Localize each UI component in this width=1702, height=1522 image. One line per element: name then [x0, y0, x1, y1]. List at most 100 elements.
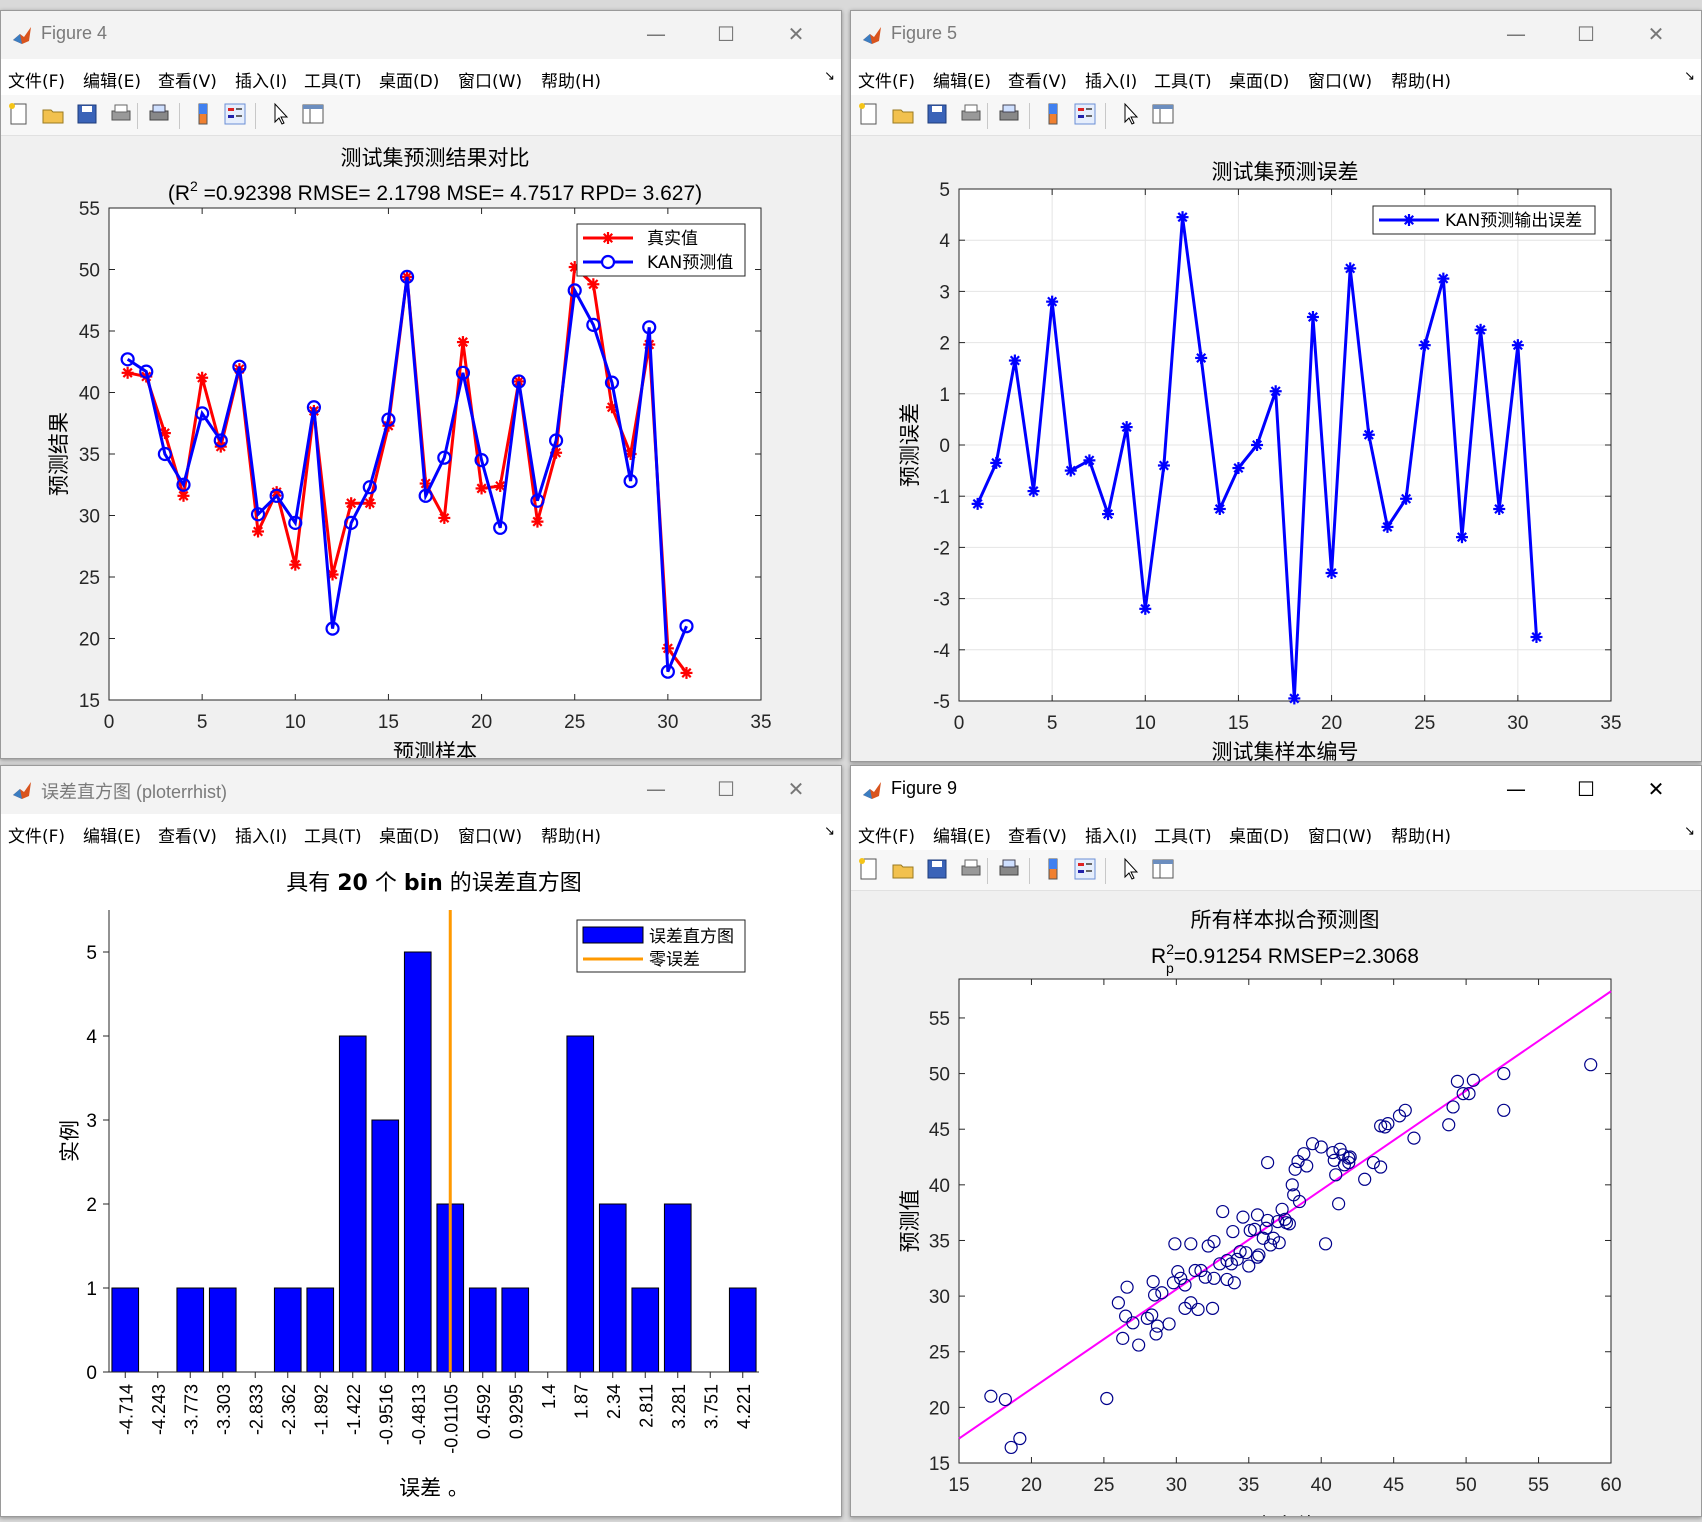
maximize-button[interactable]: ☐ — [717, 777, 735, 801]
menu-file[interactable]: 文件(F) — [8, 827, 66, 847]
menu-edit[interactable]: 编辑(E) — [933, 827, 992, 847]
menu-insert[interactable]: 插入(I) — [235, 827, 288, 847]
hist-y-tick-label: 4 — [86, 1027, 97, 1048]
maximize-button[interactable]: ☐ — [1577, 777, 1595, 801]
error-histogram-window[interactable]: 误差直方图 (ploterrhist) — ☐ ✕ 文件(F) 编辑(E) 查看… — [0, 765, 842, 1517]
menu-window[interactable]: 窗口(W) — [458, 827, 523, 847]
fig5-legend-label: KAN预测输出误差 — [1445, 211, 1582, 231]
minimize-button[interactable]: — — [646, 777, 666, 801]
fig9-scatter-point — [1184, 1237, 1198, 1251]
minimize-button[interactable]: — — [1506, 22, 1526, 46]
pointer-icon[interactable] — [269, 102, 293, 126]
menu-tools[interactable]: 工具(T) — [304, 827, 362, 847]
print-preview-icon[interactable] — [997, 857, 1021, 881]
menu-desktop[interactable]: 桌面(D) — [1229, 827, 1290, 847]
menu-view[interactable]: 查看(V) — [158, 827, 217, 847]
fig5-data-point — [1418, 339, 1431, 352]
fig4-x-tick-label: 30 — [657, 712, 678, 733]
fig9-scatter-point — [1111, 1296, 1125, 1310]
menu-tools[interactable]: 工具(T) — [304, 72, 362, 92]
legend-icon[interactable] — [1073, 857, 1097, 881]
menu-help[interactable]: 帮助(H) — [1391, 72, 1452, 92]
menu-file[interactable]: 文件(F) — [858, 827, 916, 847]
legend-icon[interactable] — [1073, 102, 1097, 126]
hist-x-tick-label: 4.221 — [734, 1384, 754, 1429]
menu-expand-icon[interactable]: ↘ — [1684, 824, 1695, 839]
print-preview-icon[interactable] — [997, 102, 1021, 126]
colorbar-icon[interactable] — [191, 102, 215, 126]
figure4-titlebar[interactable]: Figure 4 — ☐ ✕ — [1, 11, 841, 59]
menu-view[interactable]: 查看(V) — [1008, 72, 1067, 92]
menu-expand-icon[interactable]: ↘ — [824, 824, 835, 839]
menu-edit[interactable]: 编辑(E) — [83, 72, 142, 92]
property-inspector-icon[interactable] — [1151, 857, 1175, 881]
menu-edit[interactable]: 编辑(E) — [83, 827, 142, 847]
menu-tools[interactable]: 工具(T) — [1154, 827, 1212, 847]
print-preview-icon[interactable] — [147, 102, 171, 126]
print-icon[interactable] — [959, 102, 983, 126]
minimize-button[interactable]: — — [1506, 777, 1526, 801]
menu-help[interactable]: 帮助(H) — [541, 72, 602, 92]
print-icon[interactable] — [959, 857, 983, 881]
menu-desktop[interactable]: 桌面(D) — [1229, 72, 1290, 92]
new-figure-icon[interactable] — [7, 102, 31, 126]
menu-tools[interactable]: 工具(T) — [1154, 72, 1212, 92]
colorbar-icon[interactable] — [1041, 857, 1065, 881]
fig4-legend-marker — [600, 254, 616, 270]
print-icon[interactable] — [109, 102, 133, 126]
save-icon[interactable] — [75, 102, 99, 126]
close-button[interactable]: ✕ — [787, 22, 805, 46]
fig9-y-tick-label: 40 — [929, 1176, 950, 1197]
menu-edit[interactable]: 编辑(E) — [933, 72, 992, 92]
histogram-titlebar[interactable]: 误差直方图 (ploterrhist) — ☐ ✕ — [1, 766, 841, 814]
property-inspector-icon[interactable] — [301, 102, 325, 126]
figure4-window[interactable]: Figure 4 — ☐ ✕ 文件(F) 编辑(E) 查看(V) 插入(I) 工… — [0, 10, 842, 759]
fig5-data-point — [1344, 262, 1357, 275]
fig5-ylabel: 预测误差 — [898, 403, 922, 487]
menu-insert[interactable]: 插入(I) — [1085, 827, 1138, 847]
open-icon[interactable] — [41, 102, 65, 126]
legend-icon[interactable] — [223, 102, 247, 126]
figure9-titlebar[interactable]: Figure 9 — ☐ ✕ — [851, 766, 1701, 814]
toolbar-separator — [137, 103, 138, 129]
figure5-window[interactable]: Figure 5 — ☐ ✕ 文件(F) 编辑(E) 查看(V) 插入(I) 工… — [850, 10, 1702, 762]
figure-canvas: 具有 20 个 bin 的误差直方图 -4.714 -4.243 -3.773 -3.3… — [1, 850, 841, 1516]
fig5-legend-marker — [1403, 214, 1415, 226]
menu-view[interactable]: 查看(V) — [1008, 827, 1067, 847]
hist-x-tick-label: 3.281 — [669, 1384, 689, 1429]
close-button[interactable]: ✕ — [787, 777, 805, 801]
open-icon[interactable] — [891, 857, 915, 881]
minimize-button[interactable]: — — [646, 22, 666, 46]
pointer-icon[interactable] — [1119, 102, 1143, 126]
menu-expand-icon[interactable]: ↘ — [824, 69, 835, 84]
menu-desktop[interactable]: 桌面(D) — [379, 827, 440, 847]
close-button[interactable]: ✕ — [1647, 777, 1665, 801]
save-icon[interactable] — [925, 102, 949, 126]
new-figure-icon[interactable] — [857, 857, 881, 881]
colorbar-icon[interactable] — [1041, 102, 1065, 126]
menu-help[interactable]: 帮助(H) — [541, 827, 602, 847]
menu-window[interactable]: 窗口(W) — [458, 72, 523, 92]
close-button[interactable]: ✕ — [1647, 22, 1665, 46]
figure9-window[interactable]: Figure 9 — ☐ ✕ 文件(F) 编辑(E) 查看(V) 插入(I) 工… — [850, 765, 1702, 1517]
menu-window[interactable]: 窗口(W) — [1308, 827, 1373, 847]
maximize-button[interactable]: ☐ — [1577, 22, 1595, 46]
pointer-icon[interactable] — [1119, 857, 1143, 881]
property-inspector-icon[interactable] — [1151, 102, 1175, 126]
open-icon[interactable] — [891, 102, 915, 126]
save-icon[interactable] — [925, 857, 949, 881]
fig9-scatter-point — [1227, 1276, 1241, 1290]
menu-insert[interactable]: 插入(I) — [235, 72, 288, 92]
fig9-scatter-point — [1342, 1155, 1356, 1170]
menu-file[interactable]: 文件(F) — [8, 72, 66, 92]
new-figure-icon[interactable] — [857, 102, 881, 126]
menu-view[interactable]: 查看(V) — [158, 72, 217, 92]
menu-insert[interactable]: 插入(I) — [1085, 72, 1138, 92]
menu-help[interactable]: 帮助(H) — [1391, 827, 1452, 847]
figure5-titlebar[interactable]: Figure 5 — ☐ ✕ — [851, 11, 1701, 59]
menu-window[interactable]: 窗口(W) — [1308, 72, 1373, 92]
menu-expand-icon[interactable]: ↘ — [1684, 69, 1695, 84]
menu-file[interactable]: 文件(F) — [858, 72, 916, 92]
menu-desktop[interactable]: 桌面(D) — [379, 72, 440, 92]
maximize-button[interactable]: ☐ — [717, 22, 735, 46]
